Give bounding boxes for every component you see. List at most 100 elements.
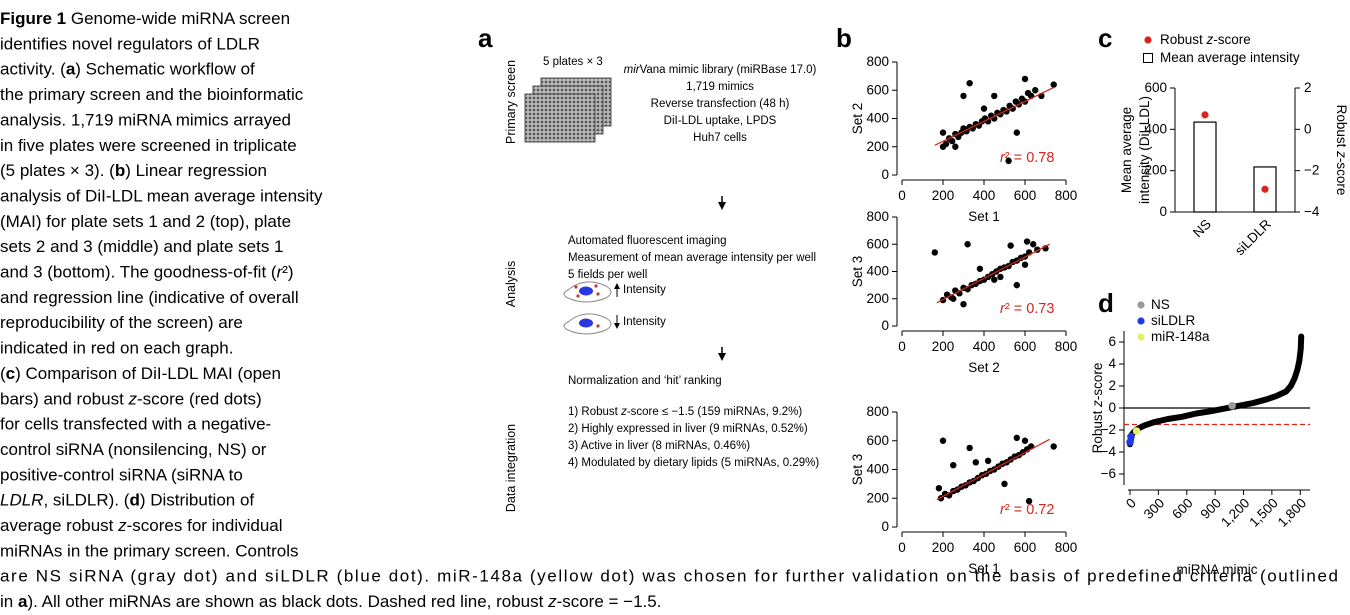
- y-tick-label: 400: [866, 263, 889, 278]
- text-run: ). All other miRNAs are shown as black d…: [27, 593, 548, 612]
- point: [1032, 87, 1039, 94]
- point: [1132, 427, 1141, 435]
- panel-label: a: [478, 23, 493, 53]
- y-axis-label: Set 3: [850, 256, 865, 288]
- criterion: 4) Modulated by dietary lipids (5 miRNAs…: [568, 457, 819, 469]
- point: [1228, 402, 1236, 410]
- text-run: 1) Robust: [568, 406, 621, 418]
- text-run: r: [1000, 502, 1006, 518]
- caption-line: Figure 1 Genome-wide miRNA screen: [0, 9, 290, 28]
- text-run: -score: [1213, 32, 1251, 47]
- caption-line: control siRNA (nonsilencing, NS) or: [0, 440, 267, 459]
- panel-label: d: [1098, 288, 1114, 318]
- point: [991, 276, 998, 283]
- y-tick-label: 600: [866, 432, 889, 447]
- point: [935, 484, 943, 492]
- point: [952, 143, 959, 150]
- x-tick-label: 800: [1055, 188, 1078, 203]
- caption-line: in five plates were screened in triplica…: [0, 136, 297, 155]
- text-run: 400: [866, 110, 889, 125]
- text-run: 0: [898, 188, 906, 203]
- text-run: 2) Highly expressed in liver (9 miRNAs, …: [568, 423, 808, 435]
- text-run: z: [547, 593, 557, 612]
- schematic-text: DiI-LDL uptake, LPDS: [664, 115, 777, 127]
- text-run: (: [0, 364, 6, 383]
- text-run: 400: [973, 188, 996, 203]
- text-run: and 3 (bottom). The goodness-of-fit (: [0, 263, 277, 282]
- point: [1201, 111, 1209, 119]
- text-run: indicated in red on each graph.: [0, 339, 233, 358]
- x-axis-label: Set 1: [968, 209, 1000, 224]
- text-run: Analysis: [504, 261, 518, 308]
- point: [1021, 75, 1029, 83]
- text-run: 800: [1055, 540, 1078, 555]
- text-run: −4: [1304, 204, 1320, 219]
- schematic-text: Reverse transfection (48 h): [651, 98, 790, 110]
- text-run: 0: [1108, 400, 1116, 415]
- x-tick-label: 600: [1169, 495, 1196, 522]
- text-run: Normalization and ‘hit’ ranking: [568, 375, 722, 387]
- annotation: r² = 0.72: [1000, 502, 1054, 518]
- text-run: Set 3: [850, 256, 865, 288]
- point: [1021, 437, 1029, 444]
- text-run: 200: [866, 290, 889, 305]
- caption-line: analysis of DiI-LDL mean average intensi…: [0, 187, 323, 206]
- text-run: 1,800: [1274, 495, 1309, 530]
- caption-line: (MAI) for plate sets 1 and 2 (top), plat…: [0, 212, 291, 231]
- point: [1127, 432, 1135, 441]
- y-tick-label: 400: [866, 110, 889, 125]
- schematic-text: mirVana mimic library (miRBase 17.0): [624, 64, 817, 76]
- text-run: ) Linear regression: [125, 162, 267, 181]
- text-run: z: [117, 516, 127, 535]
- text-run: NS: [1151, 297, 1170, 312]
- text-run: Genome-wide miRNA screen: [66, 9, 290, 28]
- schematic-text: 5 plates × 3: [543, 56, 603, 68]
- point: [966, 444, 973, 452]
- text-run: control siRNA (nonsilencing, NS) or: [0, 440, 267, 459]
- plate: [524, 93, 596, 143]
- text-run: 5 fields per well: [568, 269, 647, 281]
- regression-line: [936, 243, 1050, 304]
- x-tick-label: 400: [973, 188, 996, 203]
- point: [1013, 129, 1020, 136]
- text-run: -score: [1090, 363, 1105, 401]
- point: [972, 459, 979, 466]
- schematic-text: Intensity: [623, 284, 666, 296]
- text-run: z: [1206, 32, 1214, 47]
- criterion: 3) Active in liver (8 miRNAs, 0.46%): [568, 440, 750, 452]
- text-run: (5 plates × 3). (: [0, 162, 115, 181]
- caption-line: identifies novel regulators of LDLR: [0, 35, 260, 54]
- text-run: 200: [866, 490, 889, 505]
- text-run: Robust: [1090, 407, 1105, 454]
- y2-tick-label: −2: [1304, 162, 1319, 177]
- point: [980, 105, 988, 112]
- text-run: a: [18, 593, 28, 612]
- y-tick-label: 600: [866, 82, 889, 97]
- text-run: DiI-LDL uptake, LPDS: [664, 115, 777, 127]
- text-run: Intensity: [623, 284, 666, 296]
- schematic-text: Measurement of mean average intensity pe…: [568, 252, 816, 264]
- caption-line: for cells transfected with a negative-: [0, 415, 271, 434]
- text-run: Reverse transfection (48 h): [651, 98, 790, 110]
- text-run: analysis of DiI-LDL mean average intensi…: [0, 187, 323, 206]
- point: [1025, 497, 1033, 505]
- text-run: r: [277, 263, 284, 282]
- text-run: Vana mimic library (miRBase 17.0): [640, 64, 817, 76]
- x-tick-label: 0: [898, 188, 906, 203]
- text-run: d: [1098, 288, 1114, 318]
- y-axis-label: Mean average: [1119, 107, 1134, 193]
- caption-line: and 3 (bottom). The goodness-of-fit (r²): [0, 263, 294, 282]
- x-tick-label: 0: [898, 339, 906, 354]
- text-run: 400: [973, 540, 996, 555]
- text-run: bars) and robust: [0, 390, 129, 409]
- panel-label: c: [1098, 23, 1112, 53]
- text-run: miRNAs in the primary screen. Controls: [0, 542, 299, 561]
- text-run: are NS siRNA (gray dot) and siLDLR (blue…: [0, 567, 1338, 586]
- x-tick-label: 200: [932, 540, 955, 555]
- text-run: Set 1: [968, 561, 1000, 576]
- text-run: positive-control siRNA (siRNA to: [0, 466, 243, 485]
- point: [931, 249, 938, 256]
- caption-line: positive-control siRNA (siRNA to: [0, 466, 243, 485]
- text-run: r: [1000, 301, 1006, 317]
- text-run: for cells transfected with a negative-: [0, 415, 271, 434]
